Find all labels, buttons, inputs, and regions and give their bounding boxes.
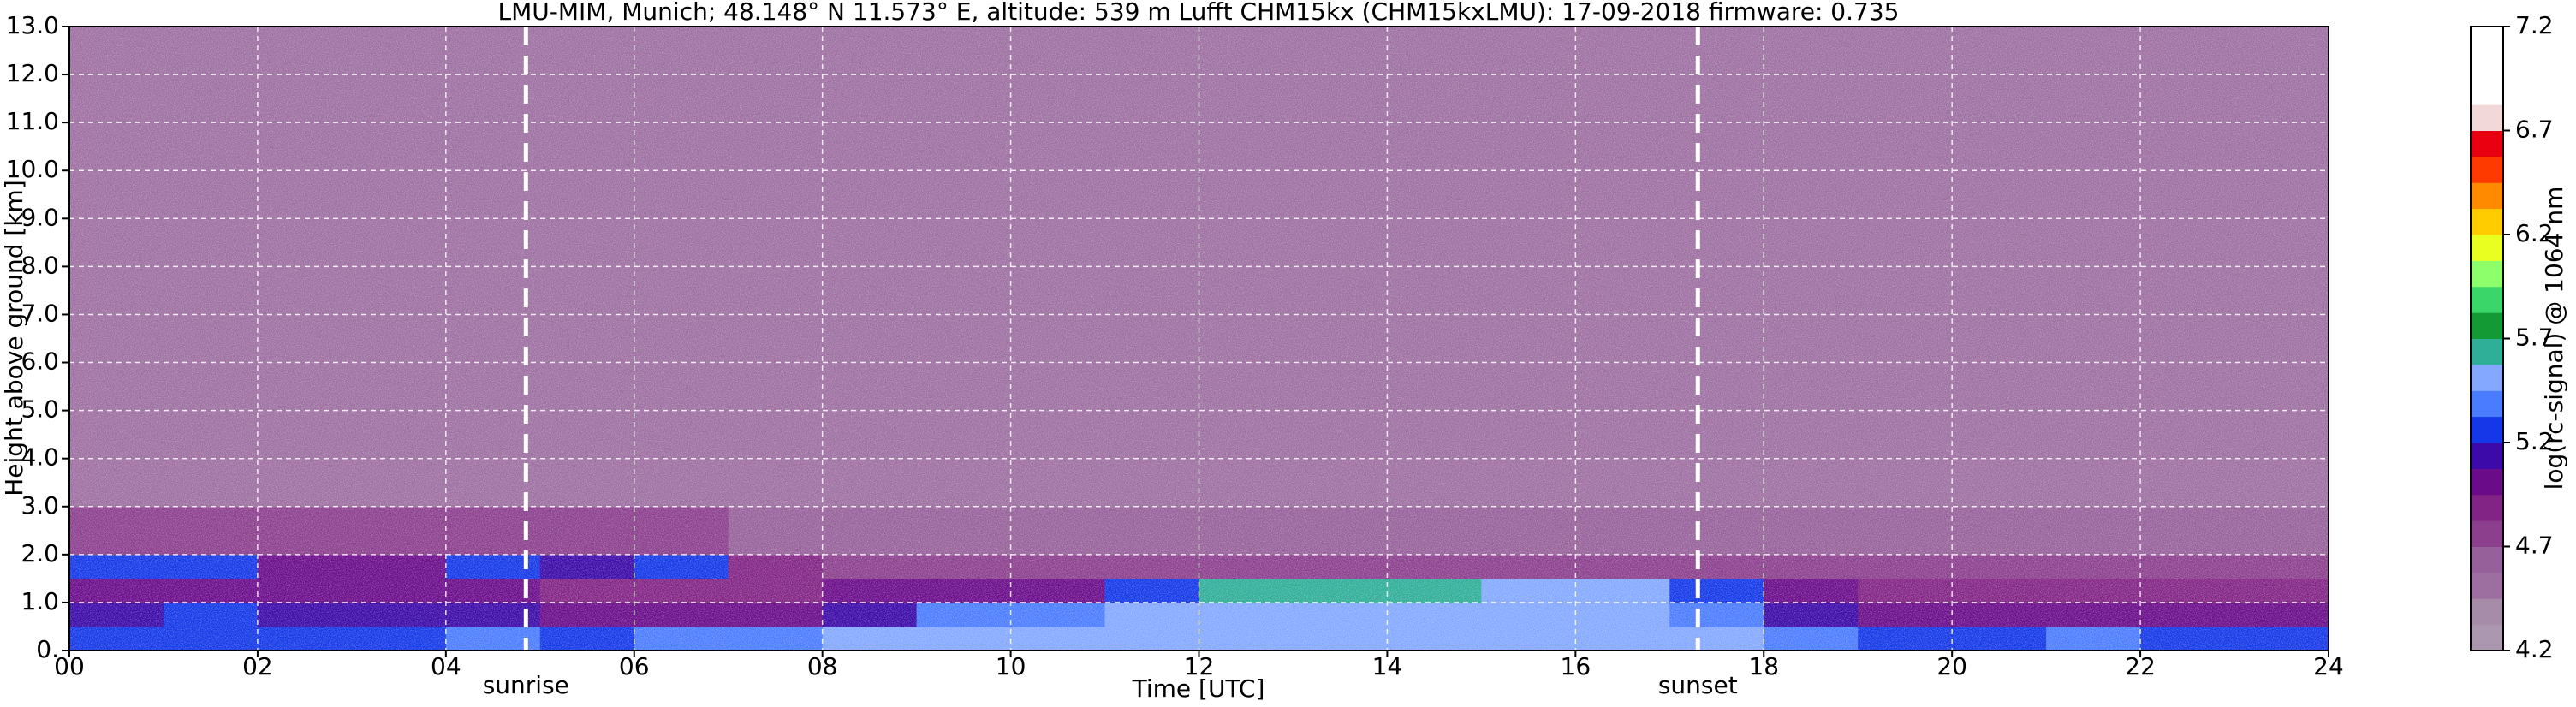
x-tick-label: 14 bbox=[1372, 652, 1403, 680]
colorbar-swatch bbox=[2471, 443, 2503, 469]
colorbar-label: log(rc-signal) @ 1064 nm bbox=[2540, 187, 2568, 490]
x-tick-label: 04 bbox=[431, 652, 461, 680]
y-axis-label: Height above ground [km] bbox=[0, 180, 28, 496]
colorbar-swatch bbox=[2471, 235, 2503, 261]
colorbar-swatch bbox=[2471, 468, 2503, 496]
colorbar-swatch bbox=[2471, 182, 2503, 210]
x-tick-label: 10 bbox=[996, 652, 1026, 680]
x-tick-label: 08 bbox=[807, 652, 838, 680]
x-tick-label: 06 bbox=[619, 652, 650, 680]
y-tick-label: 2.0 bbox=[21, 539, 59, 567]
x-tick-label: 20 bbox=[1936, 652, 1967, 680]
colorbar-tick-label: 4.2 bbox=[2515, 635, 2554, 663]
colorbar-swatch bbox=[2471, 78, 2503, 105]
x-tick-label: 16 bbox=[1561, 652, 1591, 680]
colorbar-swatch bbox=[2471, 52, 2503, 80]
annotation-label: sunrise bbox=[483, 671, 569, 699]
y-tick-label: 6.0 bbox=[21, 348, 59, 376]
colorbar-tick-label: 6.2 bbox=[2515, 219, 2554, 247]
x-tick-label: 18 bbox=[1748, 652, 1779, 680]
y-tick-label: 10.0 bbox=[6, 155, 59, 183]
colorbar-swatch bbox=[2471, 338, 2503, 365]
colorbar-swatch bbox=[2471, 624, 2503, 651]
colorbar-swatch bbox=[2471, 156, 2503, 183]
x-axis-label: Time [UTC] bbox=[1132, 674, 1265, 703]
colorbar-swatch bbox=[2471, 208, 2503, 235]
colorbar-swatch bbox=[2471, 104, 2503, 131]
colorbar-swatch bbox=[2471, 572, 2503, 599]
y-tick-label: 11.0 bbox=[6, 107, 59, 135]
y-tick-label: 4.0 bbox=[21, 443, 59, 472]
y-tick-label: 0. bbox=[36, 635, 59, 663]
y-tick-label: 9.0 bbox=[21, 203, 59, 231]
x-tick-label: 02 bbox=[242, 652, 273, 680]
colorbar-swatch bbox=[2471, 520, 2503, 547]
x-tick-label: 24 bbox=[2313, 652, 2344, 680]
y-tick-label: 12.0 bbox=[6, 59, 59, 87]
colorbar-tick-label: 7.2 bbox=[2515, 11, 2554, 39]
chart-title: LMU-MIM, Munich; 48.148° N 11.573° E, al… bbox=[498, 0, 1900, 26]
y-tick-label: 5.0 bbox=[21, 395, 59, 424]
colorbar-tick-label: 6.7 bbox=[2515, 116, 2554, 144]
colorbar-swatch bbox=[2471, 312, 2503, 339]
colorbar-swatch bbox=[2471, 546, 2503, 573]
x-tick-label: 12 bbox=[1184, 652, 1215, 680]
colorbar-swatch bbox=[2471, 598, 2503, 626]
x-tick-label: 00 bbox=[54, 652, 85, 680]
colorbar-tick-label: 5.7 bbox=[2515, 324, 2554, 352]
colorbar-tick-label: 4.7 bbox=[2515, 532, 2554, 560]
y-tick-label: 7.0 bbox=[21, 299, 59, 327]
colorbar-tick-label: 5.2 bbox=[2515, 427, 2554, 455]
colorbar-swatch bbox=[2471, 286, 2503, 313]
colorbar-swatch bbox=[2471, 416, 2503, 443]
y-tick-label: 1.0 bbox=[21, 587, 59, 615]
annotation-label: sunset bbox=[1658, 671, 1738, 699]
colorbar-swatch bbox=[2471, 390, 2503, 418]
y-tick-label: 3.0 bbox=[21, 491, 59, 520]
colorbar-swatch bbox=[2471, 27, 2503, 53]
colorbar-swatch bbox=[2471, 494, 2503, 521]
colorbar-swatch bbox=[2471, 260, 2503, 288]
colorbar-swatch bbox=[2471, 130, 2503, 157]
x-tick-label: 22 bbox=[2125, 652, 2156, 680]
colorbar-swatch bbox=[2471, 364, 2503, 391]
y-tick-label: 13.0 bbox=[6, 11, 59, 39]
y-tick-label: 8.0 bbox=[21, 251, 59, 279]
